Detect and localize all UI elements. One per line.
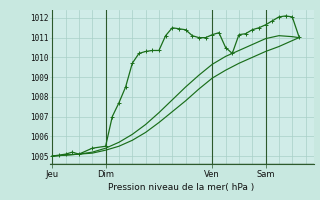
X-axis label: Pression niveau de la mer( hPa ): Pression niveau de la mer( hPa ) [108,183,255,192]
